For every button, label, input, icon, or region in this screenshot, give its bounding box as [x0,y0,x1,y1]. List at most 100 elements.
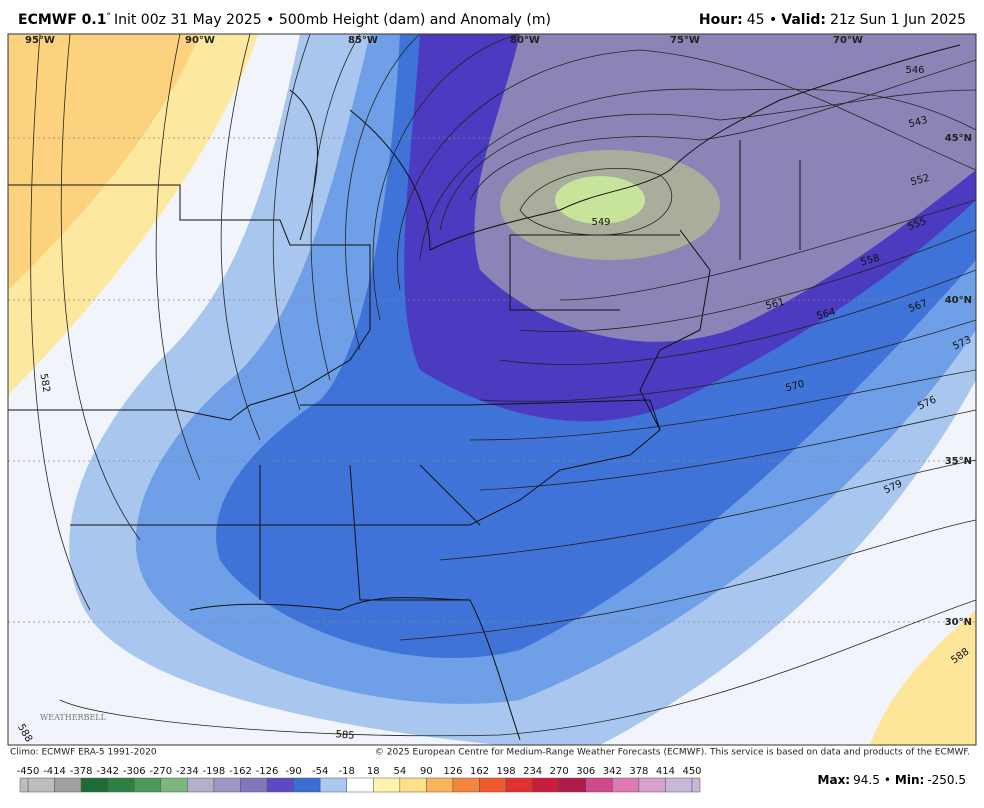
colorbar-label: 234 [523,766,542,777]
colorbar-label: 90 [420,766,433,777]
lon-label: 70°W [833,35,863,46]
colorbar-swatch [346,777,374,793]
colorbar-swatch [293,777,321,793]
lat-label: 30°N [945,617,972,628]
colorbar-label: -198 [203,766,226,777]
contour-label: 552 [909,173,930,189]
colorbar-swatch [240,777,268,793]
colorbar-swatch [266,777,294,793]
contour-label: 585 [335,729,355,742]
colorbar-end [19,777,29,793]
colorbar-label: -270 [149,766,172,777]
map: WEATHERBELL [7,33,977,746]
colorbar-swatch [107,777,135,793]
colorbar-label: 126 [443,766,462,777]
colorbar-label: 18 [367,766,380,777]
colorbar-label: -342 [96,766,119,777]
colorbar-swatch [54,777,82,793]
anomaly-gray-purple [474,34,976,342]
colorbar-swatch [160,777,188,793]
colorbar-label: -450 [17,766,40,777]
lat-label: 45°N [945,133,972,144]
contours [30,34,976,737]
colorbar-label: 450 [682,766,701,777]
colorbar-swatch [505,777,533,793]
contour-label: 582 [37,373,51,394]
colorbar-label: 54 [393,766,406,777]
colorbar-label: 306 [576,766,595,777]
colorbar-label: -18 [339,766,355,777]
lon-label: 75°W [670,35,700,46]
colorbar-swatch [213,777,241,793]
max: 94.5 [853,773,880,787]
colorbar-label: 378 [629,766,648,777]
colorbar-swatch [585,777,613,793]
degree: ° [106,12,111,22]
watermark: WEATHERBELL [40,713,107,722]
colorbar-label: -162 [229,766,252,777]
colorbar-swatch [426,777,454,793]
lon-label: 80°W [510,35,540,46]
map-frame [7,33,977,746]
hour: 45 • [747,12,778,28]
max-label: Max: [818,773,851,787]
colorbar-swatch [133,777,162,793]
climo: Climo: ECMWF ERA-5 1991-2020 [10,748,157,758]
model: ECMWF 0.1 [18,12,106,28]
anomaly-yellow [870,610,976,745]
colorbar-label: -378 [70,766,93,777]
colorbar-swatch [187,777,215,793]
colorbar-swatch [452,777,480,793]
lon-label: 95°W [25,35,55,46]
colorbar-swatch [373,777,401,793]
anomaly-green [555,176,645,224]
colorbar-label: -234 [176,766,199,777]
grid [8,137,976,623]
colorbar-swatch [399,777,427,793]
hour-label: Hour: [699,12,743,28]
contour-label: 549 [591,217,610,228]
colorbar-label: -90 [285,766,301,777]
lat-label: 40°N [945,295,972,306]
lon-label: 85°W [348,35,378,46]
colorbar-label: -306 [123,766,146,777]
colorbar-swatch [479,777,507,793]
contour-label: 546 [905,65,924,76]
min-label: Min: [895,773,924,787]
min: -250.5 [927,773,966,787]
valid: 21z Sun 1 Jun 2025 [830,12,966,28]
valid-label: Valid: [781,12,826,28]
header-left: ECMWF 0.1° Init 00z 31 May 2025 • 500mb H… [18,12,551,29]
colorbar-label: 198 [497,766,516,777]
colorbar-label: 162 [470,766,489,777]
colorbar-label: -54 [312,766,328,777]
colorbar-label: 270 [550,766,569,777]
colorbar-label: 414 [656,766,675,777]
colorbar-label: 342 [603,766,622,777]
colorbar-swatch [319,777,347,793]
contour-label: 570 [784,379,805,395]
colorbar-swatch [638,777,666,793]
stats: Max: 94.5 • Min: -250.5 [818,773,966,787]
contour-label: 564 [815,307,836,323]
contour-label: 561 [764,297,785,313]
copyright: © 2025 European Centre for Medium-Range … [375,748,970,758]
colorbar-label: -414 [43,766,66,777]
colorbar-swatch [532,777,560,793]
colorbar-swatch [665,777,693,793]
colorbar-end [691,777,701,793]
borders [8,44,961,741]
contour-label: 558 [859,253,880,269]
anomaly-orange [8,34,200,290]
colorbar-label: -126 [256,766,279,777]
header-right: Hour: 45 • Valid: 21z Sun 1 Jun 2025 [699,12,966,28]
lon-label: 90°W [185,35,215,46]
colorbar-swatch [558,777,587,793]
lat-label: 35°N [945,456,972,467]
colorbar-swatch [27,777,55,793]
init: Init 00z 31 May 2025 • 500mb Height (dam… [114,12,551,28]
contour-label: 543 [907,115,928,131]
colorbar-swatch [80,777,108,793]
colorbar-swatch [612,777,640,793]
